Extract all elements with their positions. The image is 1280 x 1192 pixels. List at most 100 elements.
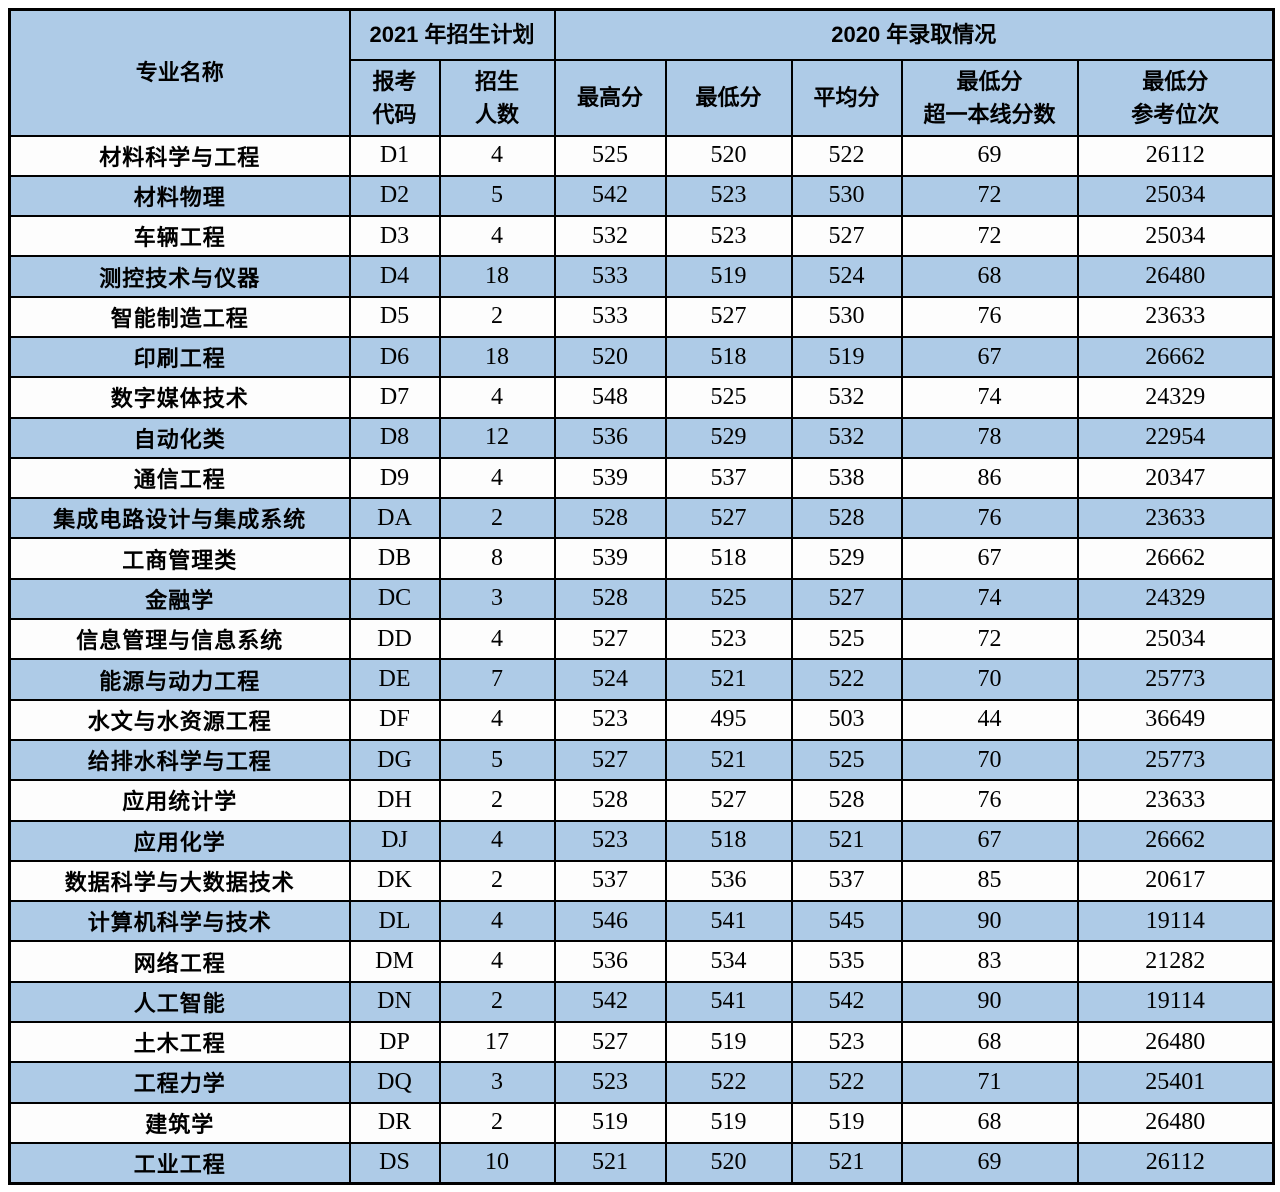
max-score-cell: 533	[553, 295, 667, 338]
code-cell: D2	[348, 174, 441, 218]
min-score-cell: 520	[664, 1141, 793, 1185]
max-score-cell: 528	[553, 577, 667, 621]
code-cell: D8	[348, 416, 441, 459]
above-line-cell: 72	[900, 618, 1079, 661]
min-score-cell: 541	[664, 900, 793, 943]
max-score-cell: 527	[553, 738, 667, 782]
header-group-2020-admission: 2020 年录取情况	[553, 8, 1275, 61]
table-row: 材料物理 D2 5 542 523 530 72 25034	[8, 174, 1275, 218]
rank-cell: 24329	[1076, 376, 1275, 419]
avg-score-cell: 528	[790, 497, 903, 540]
min-score-cell: 527	[664, 779, 793, 822]
plan-count-cell: 2	[438, 779, 556, 822]
rank-cell: 23633	[1076, 497, 1275, 540]
code-cell: D1	[348, 134, 441, 177]
table-row: 车辆工程 D3 4 532 523 527 72 25034	[8, 215, 1275, 258]
rank-cell: 25034	[1076, 174, 1275, 218]
rank-cell: 26480	[1076, 1021, 1275, 1064]
min-score-cell: 495	[664, 698, 793, 741]
above-line-cell: 74	[900, 376, 1079, 419]
avg-score-cell: 521	[790, 819, 903, 862]
avg-score-cell: 503	[790, 698, 903, 741]
code-cell: DQ	[348, 1061, 441, 1104]
min-score-cell: 523	[664, 215, 793, 258]
above-line-cell: 68	[900, 1101, 1079, 1144]
above-line-cell: 86	[900, 456, 1079, 500]
max-score-cell: 524	[553, 658, 667, 701]
table-row: 金融学 DC 3 528 525 527 74 24329	[8, 577, 1275, 621]
rank-cell: 20347	[1076, 456, 1275, 500]
rank-cell: 21282	[1076, 940, 1275, 983]
table-header: 专业名称 2021 年招生计划 2020 年录取情况 报考 代码 招生 人数 最…	[8, 8, 1275, 137]
max-score-cell: 533	[553, 255, 667, 298]
plan-count-cell: 4	[438, 940, 556, 983]
max-score-cell: 527	[553, 1021, 667, 1064]
code-cell: D4	[348, 255, 441, 298]
avg-score-cell: 522	[790, 658, 903, 701]
code-cell: DD	[348, 618, 441, 661]
avg-score-cell: 523	[790, 1021, 903, 1064]
above-line-cell: 67	[900, 335, 1079, 379]
plan-count-cell: 2	[438, 295, 556, 338]
avg-score-cell: 524	[790, 255, 903, 298]
table-row: 水文与水资源工程 DF 4 523 495 503 44 36649	[8, 698, 1275, 741]
min-score-cell: 521	[664, 738, 793, 782]
code-cell: DM	[348, 940, 441, 983]
min-score-cell: 525	[664, 376, 793, 419]
header-sub-row: 报考 代码 招生 人数 最高分 最低分 平均分 最低分 超一本线分数 最低分 参…	[10, 58, 1275, 137]
code-cell: DL	[348, 900, 441, 943]
rank-cell: 26662	[1076, 537, 1275, 580]
plan-count-cell: 2	[438, 859, 556, 903]
major-cell: 人工智能	[8, 980, 351, 1024]
code-cell: DF	[348, 698, 441, 741]
avg-score-cell: 530	[790, 295, 903, 338]
plan-count-cell: 12	[438, 416, 556, 459]
major-cell: 印刷工程	[8, 335, 351, 379]
major-cell: 能源与动力工程	[8, 658, 351, 701]
plan-count-cell: 4	[438, 376, 556, 419]
rank-cell: 26480	[1076, 255, 1275, 298]
table-row: 计算机科学与技术 DL 4 546 541 545 90 19114	[8, 900, 1275, 943]
table-row: 工商管理类 DB 8 539 518 529 67 26662	[8, 537, 1275, 580]
above-line-cell: 76	[900, 295, 1079, 338]
min-score-cell: 520	[664, 134, 793, 177]
max-score-cell: 536	[553, 940, 667, 983]
rank-cell: 26480	[1076, 1101, 1275, 1144]
max-score-cell: 532	[553, 215, 667, 258]
max-score-cell: 523	[553, 819, 667, 862]
rank-cell: 19114	[1076, 980, 1275, 1024]
above-line-cell: 78	[900, 416, 1079, 459]
min-score-cell: 523	[664, 618, 793, 661]
above-line-cell: 69	[900, 1141, 1079, 1185]
table-row: 材料科学与工程 D1 4 525 520 522 69 26112	[8, 134, 1275, 177]
major-cell: 计算机科学与技术	[8, 900, 351, 943]
rank-cell: 24329	[1076, 577, 1275, 621]
avg-score-cell: 519	[790, 1101, 903, 1144]
code-cell: DS	[348, 1141, 441, 1185]
min-score-cell: 536	[664, 859, 793, 903]
rank-cell: 26662	[1076, 335, 1275, 379]
table-row: 信息管理与信息系统 DD 4 527 523 525 72 25034	[8, 618, 1275, 661]
plan-count-cell: 2	[438, 497, 556, 540]
avg-score-cell: 521	[790, 1141, 903, 1185]
major-cell: 材料科学与工程	[8, 134, 351, 177]
code-cell: D6	[348, 335, 441, 379]
plan-count-cell: 4	[438, 134, 556, 177]
header-avg-score: 平均分	[790, 58, 903, 137]
plan-count-cell: 4	[438, 215, 556, 258]
min-score-cell: 534	[664, 940, 793, 983]
max-score-cell: 536	[553, 416, 667, 459]
code-cell: D7	[348, 376, 441, 419]
min-score-cell: 527	[664, 497, 793, 540]
max-score-cell: 520	[553, 335, 667, 379]
rank-cell: 36649	[1076, 698, 1275, 741]
major-cell: 通信工程	[8, 456, 351, 500]
code-cell: DG	[348, 738, 441, 782]
max-score-cell: 523	[553, 1061, 667, 1104]
major-cell: 数字媒体技术	[8, 376, 351, 419]
above-line-cell: 68	[900, 255, 1079, 298]
major-cell: 工业工程	[8, 1141, 351, 1185]
max-score-cell: 539	[553, 537, 667, 580]
avg-score-cell: 522	[790, 1061, 903, 1104]
table-row: 数字媒体技术 D7 4 548 525 532 74 24329	[8, 376, 1275, 419]
